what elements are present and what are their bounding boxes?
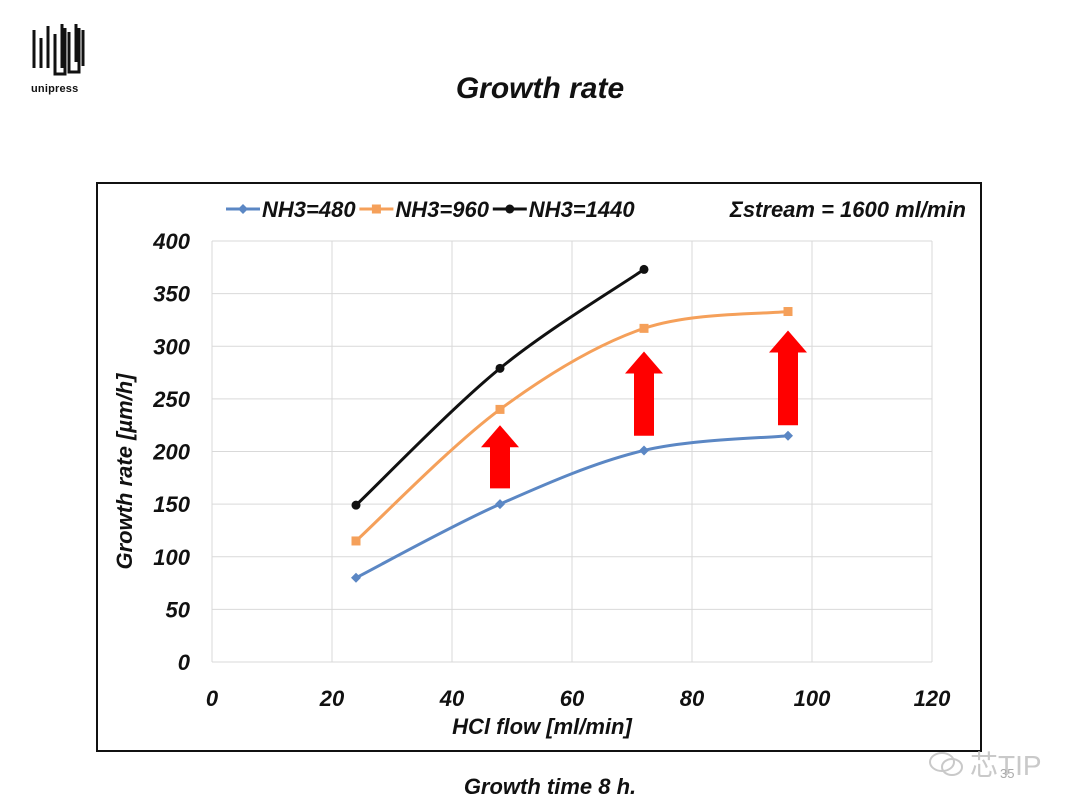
footer-note: Growth time 8 h.: [463, 774, 637, 799]
y-tick-label: 200: [152, 440, 190, 465]
x-tick-label: 20: [319, 686, 345, 711]
chart-frame: 0 50 100 150 200 250 300 350 400 0 20 40 60 80 100 120 H…: [96, 182, 982, 752]
y-axis-label: Growth rate [µm/h]: [112, 373, 137, 570]
legend-label: NH3=480: [262, 197, 356, 222]
increase-arrow: [625, 351, 663, 436]
legend-marker: [238, 204, 248, 214]
growth-rate-chart: 0 50 100 150 200 250 300 350 400 0 20 40 60 80 100 120 H…: [112, 197, 966, 739]
slide-title: Growth rate: [455, 72, 625, 105]
data-point: [639, 323, 649, 333]
x-tick-label: 80: [680, 686, 705, 711]
logo-text: unipress: [31, 83, 79, 95]
legend-marker: [371, 204, 381, 214]
x-tick-label: 0: [206, 686, 219, 711]
stream-annotation: Σstream = 1600 ml/min: [729, 197, 966, 222]
watermark-text: 芯TIP: [970, 750, 1042, 781]
data-point: [495, 404, 505, 414]
series-line-nh3-960: [354, 310, 789, 543]
x-tick-label: 60: [560, 686, 585, 711]
x-tick-label: 120: [914, 686, 951, 711]
legend-label: NH3=960: [395, 197, 489, 222]
y-tick-label: 350: [153, 282, 190, 307]
watermark: 芯TIP: [928, 744, 1042, 784]
data-point: [495, 363, 505, 373]
x-tick-label: 100: [794, 686, 831, 711]
data-point: [351, 572, 361, 583]
y-tick-label: 400: [152, 229, 190, 254]
x-tick-label: 40: [439, 686, 465, 711]
legend-item: NH3=960: [359, 197, 490, 222]
legend-marker: [505, 204, 515, 214]
legend-label: NH3=1440: [529, 197, 636, 222]
y-tick-label: 0: [178, 650, 191, 675]
data-point: [495, 499, 505, 510]
increase-arrow: [769, 330, 807, 426]
data-point: [783, 430, 793, 441]
data-point: [351, 536, 361, 546]
data-point: [783, 307, 793, 317]
page-number: 35: [1000, 766, 1015, 781]
y-tick-label: 300: [153, 334, 190, 359]
legend-item: NH3=480: [226, 197, 356, 222]
data-point: [639, 264, 649, 274]
y-tick-label: 50: [166, 597, 191, 622]
wechat-icon: [929, 752, 963, 776]
unipress-logo: [32, 24, 85, 76]
x-axis-label: HCl flow [ml/min]: [452, 714, 632, 739]
series-line-nh3-480: [355, 434, 789, 580]
y-tick-label: 250: [152, 387, 190, 412]
data-point: [351, 500, 361, 510]
y-tick-label: 150: [153, 492, 190, 517]
y-tick-label: 100: [153, 545, 190, 570]
increase-arrow: [481, 425, 519, 489]
data-point: [639, 445, 649, 456]
